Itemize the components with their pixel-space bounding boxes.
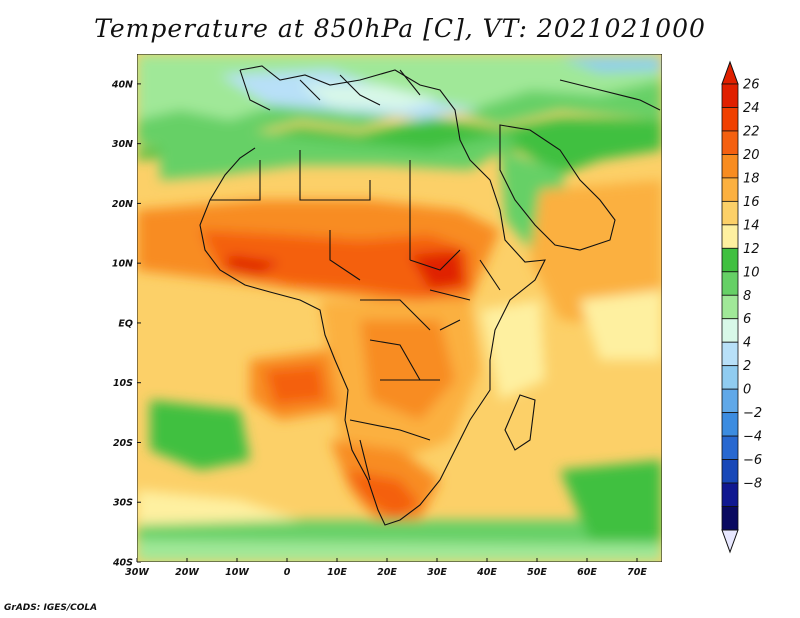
madagascar-coast	[504, 394, 536, 451]
lat-tick-label: EQ	[118, 318, 133, 329]
colorbar-label: 24	[743, 101, 760, 116]
field-eastcoast-pale	[480, 300, 545, 400]
colorbar-label: 8	[743, 289, 751, 304]
field-atlantic-hot	[265, 365, 325, 405]
lon-tick-label: 10E	[327, 567, 347, 578]
colorbar-swatch	[721, 224, 739, 249]
map-title: Temperature at 850hPa [C], VT: 202102100…	[94, 14, 706, 43]
colorbar-label: 4	[743, 336, 751, 351]
europe-lines	[239, 69, 661, 111]
field-sahel-hot1	[225, 255, 280, 275]
colorbar-label: −4	[743, 430, 762, 445]
field-sahara-green	[137, 118, 662, 175]
colorbar-swatch	[721, 459, 739, 484]
colorbar-swatch	[721, 318, 739, 343]
field-southocean-light	[137, 540, 662, 562]
lon-tick-label: 0	[284, 567, 291, 578]
colorbar-label: 6	[743, 312, 751, 327]
credit-text: GrADS: IGES/COLA	[4, 603, 98, 613]
colorbar-swatch	[721, 130, 739, 155]
lat-tick-label: 30S	[113, 498, 133, 509]
colorbar-swatch	[721, 388, 739, 414]
colorbar-swatch	[721, 107, 739, 132]
colorbar-swatch	[721, 154, 739, 179]
field-south-hot	[345, 470, 420, 520]
lat-tick-label: 10S	[113, 378, 133, 389]
colorbar-swatch	[721, 177, 739, 202]
field-sahel-red	[200, 230, 470, 300]
field-med-white	[300, 85, 440, 110]
lon-tick-label: 30W	[125, 567, 149, 578]
field-ne-blue	[560, 58, 662, 72]
colorbar-swatch	[721, 365, 739, 390]
lat-tick-label: 40N	[111, 79, 133, 90]
colorbar-label: 12	[743, 242, 760, 257]
field-indian-orange	[530, 180, 662, 330]
lon-tick-label: 70E	[627, 567, 647, 578]
field-indianocean-green	[560, 460, 662, 540]
africa-coast	[199, 65, 546, 526]
colorbar-label: −2	[743, 406, 762, 421]
lat-tick-label: 20N	[112, 199, 133, 210]
country-borders	[210, 150, 501, 481]
lon-tick-label: 20W	[175, 567, 199, 578]
colorbar-label: 0	[743, 383, 751, 398]
colorbar-swatch	[721, 271, 739, 296]
colorbar-label: 20	[743, 148, 760, 163]
colorbar-label: −6	[743, 453, 762, 468]
colorbar-label: 14	[743, 218, 760, 233]
colorbar-label: −8	[743, 477, 762, 492]
lat-tick-label: 30N	[112, 139, 133, 150]
colorbar-swatch	[721, 435, 739, 460]
latitude-ticks: 40N 30N 20N 10N EQ 10S 20S 30S 40S	[111, 79, 141, 569]
lon-tick-label: 10W	[225, 567, 249, 578]
coastlines	[199, 65, 661, 526]
lat-tick-label: 20S	[113, 438, 133, 449]
colorbar-swatch	[721, 341, 739, 367]
colorbar-label: 26	[743, 78, 760, 93]
field-sahara-mid	[160, 130, 520, 180]
colorbar-label: 2	[743, 359, 751, 374]
colorbar-label: 22	[743, 124, 760, 139]
colorbar-bottom-arrow	[721, 529, 739, 554]
longitude-ticks: 30W 20W 10W 0 10E 20E 30E 40E 50E 60E 70E	[125, 558, 647, 578]
colorbar-label: 10	[743, 265, 760, 280]
lat-tick-label: 40S	[112, 558, 133, 569]
lat-tick-label: 10N	[112, 259, 133, 270]
colorbar-swatch	[721, 83, 739, 108]
lon-tick-label: 20E	[377, 567, 397, 578]
colorbar-swatch	[721, 200, 739, 226]
colorbar-swatch	[721, 247, 739, 273]
colorbar-swatch	[721, 294, 739, 320]
lon-tick-label: 40E	[476, 567, 497, 578]
field-indian-pale	[580, 290, 662, 360]
lon-tick-label: 30E	[427, 567, 447, 578]
lon-tick-label: 50E	[527, 567, 547, 578]
field-atlantic-green1	[150, 400, 250, 470]
field-sahel-hot2	[410, 250, 465, 290]
colorbar-label: 16	[743, 195, 760, 210]
colorbar-swatch	[721, 412, 739, 437]
colorbar-top-arrow	[721, 60, 739, 85]
temperature-field	[137, 54, 662, 562]
lon-tick-label: 60E	[577, 567, 597, 578]
colorbar-label: 18	[743, 171, 760, 186]
field-central-warm	[360, 320, 455, 420]
colorbar-swatch	[721, 482, 739, 507]
field-sw-pale	[137, 490, 300, 525]
colorbar-swatch	[721, 506, 739, 531]
arabia-coast	[499, 124, 616, 251]
